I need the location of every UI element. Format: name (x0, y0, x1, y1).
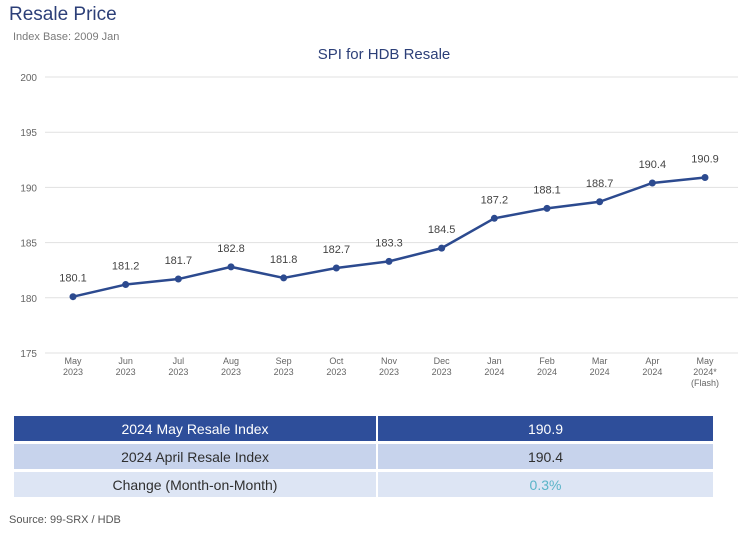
data-point (490, 214, 498, 222)
row-label: Change (Month-on-Month) (14, 472, 376, 497)
data-label: 184.5 (428, 224, 456, 236)
data-point (69, 293, 77, 301)
data-point (701, 173, 709, 181)
x-tick-label: May 2023 (63, 356, 83, 377)
y-tick-label: 180 (20, 294, 37, 305)
x-tick-label: Sep 2023 (274, 356, 294, 377)
y-tick-label: 185 (20, 239, 37, 250)
resale-index-table: 2024 May Resale Index 190.9 2024 April R… (12, 413, 715, 500)
data-label: 190.9 (691, 153, 719, 165)
table-row: 2024 May Resale Index 190.9 (14, 416, 713, 441)
data-point (543, 204, 551, 212)
row-value: 190.9 (378, 416, 713, 441)
y-tick-label: 200 (20, 73, 37, 84)
x-tick-label: Feb 2024 (537, 356, 557, 377)
x-tick-label: Nov 2023 (379, 356, 399, 377)
row-value: 0.3% (378, 472, 713, 497)
x-tick-label: May 2024* (Flash) (691, 356, 719, 388)
x-tick-label: Oct 2023 (326, 356, 346, 377)
page-subtitle: Index Base: 2009 Jan (13, 31, 120, 43)
x-tick-label: Apr 2024 (642, 356, 662, 377)
spi-line-chart: SPI for HDB Resale 175 180 185 190 195 200 Ma… (20, 46, 738, 388)
data-point (596, 198, 604, 206)
data-label: 188.7 (586, 178, 614, 190)
data-point (280, 274, 288, 282)
data-label: 188.1 (533, 184, 561, 196)
data-labels: 180.1 181.2 181.7 182.8 181.8 182.7 183.3 184.5… (59, 153, 719, 284)
x-axis-ticks: May 2023 Jun 2023 Jul 2023 Aug 2023 Sep 2023 Oct 20… (63, 356, 719, 388)
data-label: 182.7 (323, 244, 351, 256)
data-point (385, 257, 393, 265)
data-label: 181.2 (112, 261, 140, 273)
source-note: Source: 99-SRX / HDB (9, 514, 121, 526)
row-value: 190.4 (378, 444, 713, 469)
row-label: 2024 April Resale Index (14, 444, 376, 469)
chart-gridlines (45, 76, 738, 354)
data-label: 182.8 (217, 243, 245, 255)
row-label: 2024 May Resale Index (14, 416, 376, 441)
data-label: 180.1 (59, 273, 87, 285)
data-label: 187.2 (481, 194, 509, 206)
data-point (332, 264, 340, 272)
y-tick-label: 175 (20, 349, 37, 360)
data-point (648, 179, 656, 187)
y-tick-label: 190 (20, 183, 37, 194)
x-tick-label: Mar 2024 (590, 356, 610, 377)
series-points (69, 173, 709, 301)
data-point (122, 281, 130, 289)
x-tick-label: Jul 2023 (168, 356, 188, 377)
data-label: 183.3 (375, 237, 403, 249)
page-title: Resale Price (9, 4, 117, 25)
data-point (438, 244, 446, 252)
table-row: 2024 April Resale Index 190.4 (14, 444, 713, 469)
data-label: 181.7 (165, 255, 193, 267)
table-row: Change (Month-on-Month) 0.3% (14, 472, 713, 497)
x-tick-label: Dec 2023 (432, 356, 452, 377)
data-label: 181.8 (270, 254, 298, 266)
x-tick-label: Jan 2024 (484, 356, 504, 377)
data-label: 190.4 (639, 159, 667, 171)
data-point (174, 275, 182, 283)
x-tick-label: Aug 2023 (221, 356, 241, 377)
data-point (227, 263, 235, 271)
y-axis-ticks: 175 180 185 190 195 200 (20, 73, 37, 360)
chart-title: SPI for HDB Resale (318, 46, 451, 63)
y-tick-label: 195 (20, 128, 37, 139)
x-tick-label: Jun 2023 (116, 356, 136, 377)
